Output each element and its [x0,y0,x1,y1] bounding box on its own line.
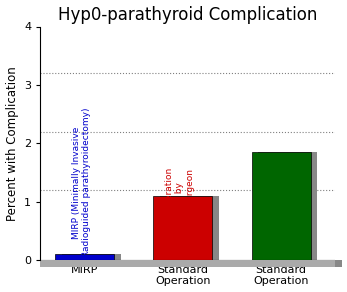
Bar [153,196,212,260]
Bar [62,254,121,260]
Bar [47,260,342,267]
Bar [160,196,219,260]
Bar [259,152,318,260]
Text: MIRP (Minimally Invasive
Radioguided parathyroidectomy): MIRP (Minimally Invasive Radioguided par… [72,107,91,257]
Y-axis label: Percent with Complication: Percent with Complication [6,66,18,221]
Title: Hyp0-parathyroid Complication: Hyp0-parathyroid Complication [58,6,318,24]
Text: Standard Operation
Performed by
General Surgeon: Standard Operation Performed by General … [263,168,293,257]
Bar [55,254,114,260]
Text: Standard Operation
Performed by
Endocrine Surgeon: Standard Operation Performed by Endocrin… [165,168,195,257]
Bar [40,260,335,267]
Bar [252,152,311,260]
